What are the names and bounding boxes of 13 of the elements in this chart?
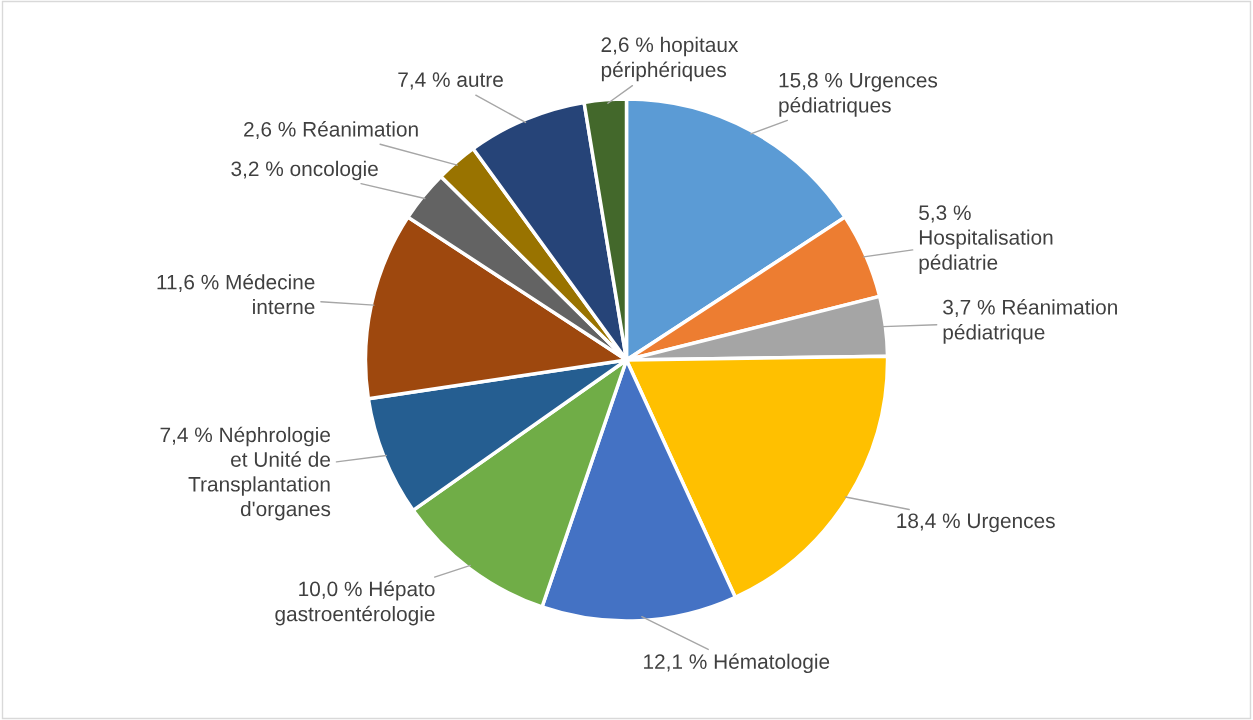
slice-label: 11,6 % Médecine interne — [157, 273, 315, 315]
slice-label: Hospitalisation pédiatrie — [919, 229, 1053, 274]
slice-label: 2,6 % Réanimation — [244, 121, 418, 140]
slice-label: 10,0 % Hépato gastroentérologie — [275, 580, 435, 626]
slice-label: 2,6 % hopitaux périphériques — [601, 36, 739, 82]
slice-label: 7,4 % Néphrologie et Unité de Transplantation d'organes — [160, 426, 331, 521]
slice-label: 15,8 % Urgences pédiatriques — [779, 72, 938, 117]
slice-label: 12,1 % Hématologie — [644, 653, 830, 674]
slice-label: 3,7 % Réanimation pédiatrique — [943, 299, 1117, 344]
slice-label: 18,4 % Urgences — [897, 513, 1055, 533]
data-label: 5,3 % — [919, 205, 971, 223]
slice-label: 3,2 % oncologie — [231, 160, 378, 181]
slice-label: 7,4 % autre — [398, 72, 503, 90]
